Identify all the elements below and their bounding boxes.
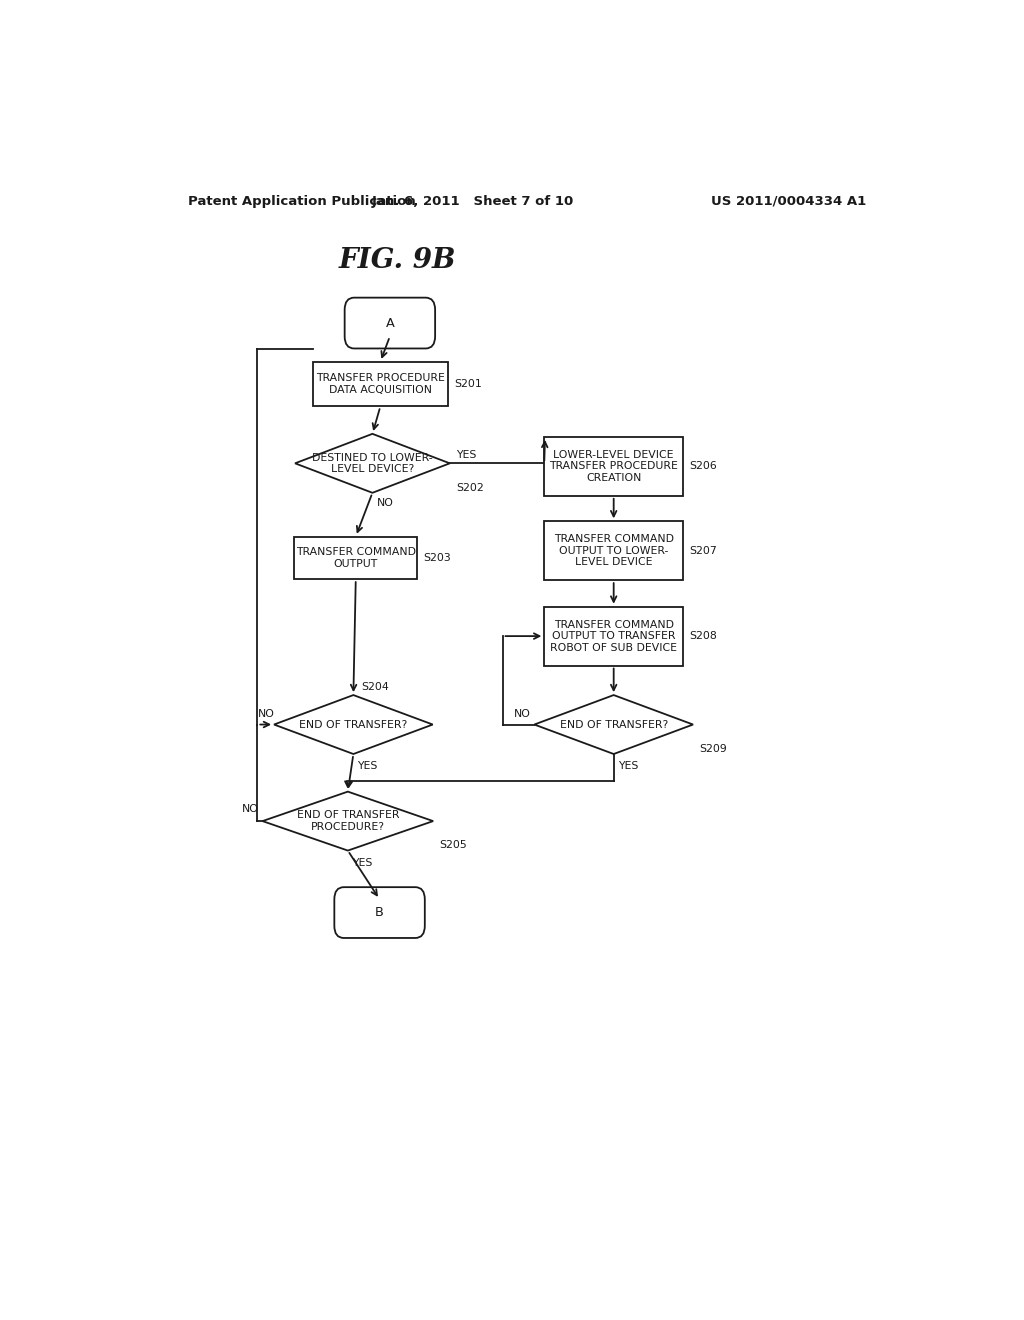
Text: LOWER-LEVEL DEVICE
TRANSFER PROCEDURE
CREATION: LOWER-LEVEL DEVICE TRANSFER PROCEDURE CR… <box>549 450 678 483</box>
Text: NO: NO <box>377 498 393 508</box>
Text: S203: S203 <box>424 553 452 562</box>
Text: NO: NO <box>513 709 530 719</box>
Text: S205: S205 <box>439 841 467 850</box>
Text: END OF TRANSFER?: END OF TRANSFER? <box>299 719 408 730</box>
Text: S204: S204 <box>361 682 389 692</box>
Text: S206: S206 <box>689 462 717 471</box>
Polygon shape <box>535 696 693 754</box>
Text: TRANSFER COMMAND
OUTPUT TO TRANSFER
ROBOT OF SUB DEVICE: TRANSFER COMMAND OUTPUT TO TRANSFER ROBO… <box>550 619 677 652</box>
Text: Jan. 6, 2011   Sheet 7 of 10: Jan. 6, 2011 Sheet 7 of 10 <box>372 194 574 207</box>
Text: YES: YES <box>456 450 476 461</box>
Text: END OF TRANSFER?: END OF TRANSFER? <box>559 719 668 730</box>
Bar <box>294 536 417 579</box>
Text: A: A <box>385 317 394 330</box>
Text: B: B <box>375 906 384 919</box>
Text: Patent Application Publication: Patent Application Publication <box>187 194 416 207</box>
Text: TRANSFER COMMAND
OUTPUT: TRANSFER COMMAND OUTPUT <box>296 546 416 569</box>
Polygon shape <box>274 696 433 754</box>
Text: YES: YES <box>617 762 638 771</box>
Bar <box>544 607 683 665</box>
Text: TRANSFER COMMAND
OUTPUT TO LOWER-
LEVEL DEVICE: TRANSFER COMMAND OUTPUT TO LOWER- LEVEL … <box>554 535 674 568</box>
Text: US 2011/0004334 A1: US 2011/0004334 A1 <box>711 194 866 207</box>
Text: END OF TRANSFER
PROCEDURE?: END OF TRANSFER PROCEDURE? <box>297 810 399 832</box>
Polygon shape <box>295 434 450 492</box>
Text: YES: YES <box>357 762 378 771</box>
Text: YES: YES <box>352 858 372 867</box>
Text: S207: S207 <box>689 545 717 556</box>
Text: S208: S208 <box>689 631 717 642</box>
Text: S202: S202 <box>456 483 484 492</box>
Text: NO: NO <box>258 709 275 719</box>
Bar <box>544 521 683 581</box>
Bar <box>313 362 447 407</box>
Text: TRANSFER PROCEDURE
DATA ACQUISITION: TRANSFER PROCEDURE DATA ACQUISITION <box>316 374 444 395</box>
FancyBboxPatch shape <box>334 887 425 939</box>
Text: DESTINED TO LOWER-
LEVEL DEVICE?: DESTINED TO LOWER- LEVEL DEVICE? <box>312 453 433 474</box>
Text: S201: S201 <box>455 379 482 389</box>
Text: FIG. 9B: FIG. 9B <box>339 247 457 273</box>
Text: NO: NO <box>242 804 258 814</box>
Text: S209: S209 <box>699 744 727 754</box>
Bar <box>544 437 683 496</box>
FancyBboxPatch shape <box>345 297 435 348</box>
Polygon shape <box>262 792 433 850</box>
